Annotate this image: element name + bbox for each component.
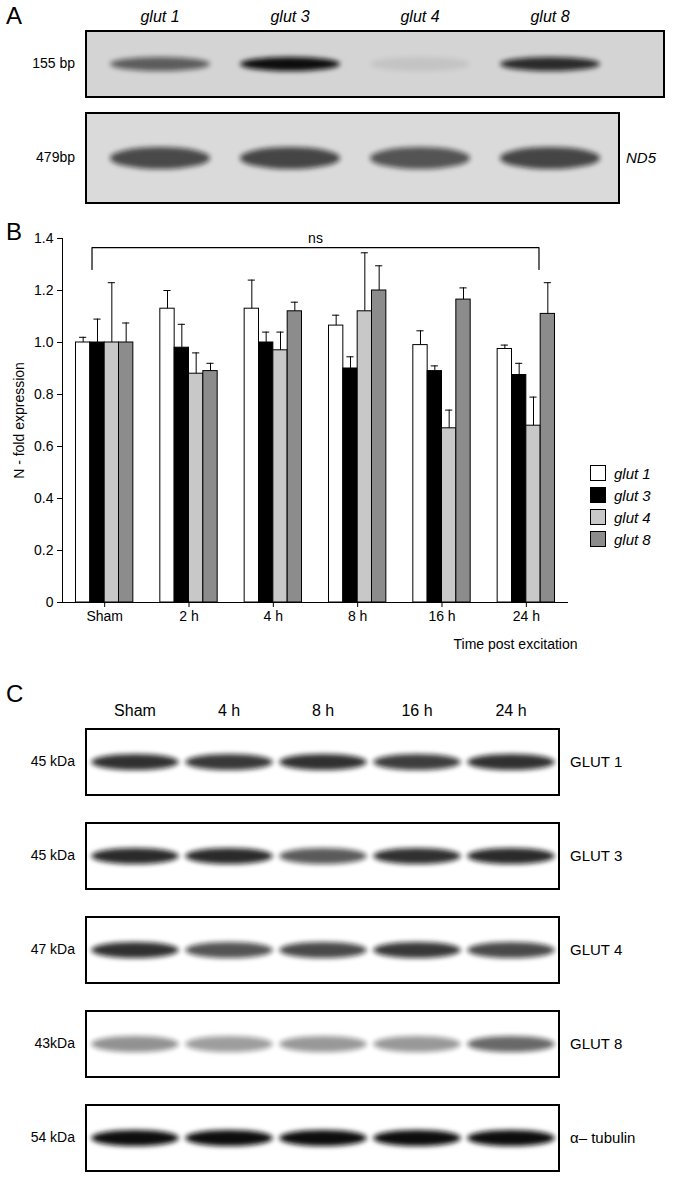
html-text:24 h: 24 h [495, 702, 527, 719]
html-text:4 h: 4 h [217, 702, 241, 719]
html-text:glut 4: glut 4 [400, 8, 440, 25]
html-text:glut 3: glut 3 [614, 486, 651, 504]
html-text:GLUT 1: GLUT 1 [570, 753, 623, 770]
svg-text:16 h: 16 h [428, 608, 455, 624]
html-text:GLUT 8: GLUT 8 [570, 1035, 623, 1052]
html-text:A: A [6, 2, 22, 29]
html-text:glut 3: glut 3 [270, 8, 310, 25]
html-text:glut 8: glut 8 [530, 8, 570, 25]
svg-text:1.2: 1.2 [34, 282, 54, 298]
svg-text:Time post excitation: Time post excitation [454, 636, 578, 652]
html-text:glut 8: glut 8 [614, 530, 651, 548]
html-text:α– tubulin: α– tubulin [570, 1129, 636, 1146]
html-text:479bp: 479bp [36, 149, 75, 165]
html-text:Sham: Sham [114, 702, 156, 719]
svg-text:0.6: 0.6 [34, 438, 54, 454]
svg-text:0: 0 [46, 594, 54, 610]
html-text:155 bp: 155 bp [32, 55, 75, 71]
svg-text:4 h: 4 h [264, 608, 283, 624]
svg-text:0.4: 0.4 [34, 490, 54, 506]
svg-text:0.8: 0.8 [34, 386, 54, 402]
svg-text:2 h: 2 h [179, 608, 198, 624]
svg-text:24 h: 24 h [513, 608, 540, 624]
html-text:glut 1: glut 1 [140, 8, 180, 25]
svg-text:1.0: 1.0 [34, 334, 54, 350]
html-text:16 h: 16 h [401, 702, 433, 719]
svg-text:ns: ns [308, 230, 323, 246]
html-text:GLUT 3: GLUT 3 [570, 847, 623, 864]
html-text:B: B [6, 218, 22, 245]
html-text:8 h: 8 h [311, 702, 335, 719]
html-text:54 kDa: 54 kDa [30, 1129, 75, 1145]
html-text:45 kDa: 45 kDa [30, 847, 75, 863]
html-text:ND5: ND5 [626, 149, 656, 166]
html-text:glut 1: glut 1 [614, 464, 651, 482]
html-text:45 kDa: 45 kDa [30, 753, 75, 769]
svg-text:1.4: 1.4 [34, 230, 54, 246]
svg-text:0.2: 0.2 [34, 542, 54, 558]
html-text:glut 4: glut 4 [614, 508, 651, 526]
svg-text:N - fold expression: N - fold expression [11, 362, 27, 479]
html-text:C: C [6, 680, 24, 707]
svg-text:8 h: 8 h [348, 608, 367, 624]
svg-text:Sham: Sham [86, 608, 123, 624]
html-text:GLUT 4: GLUT 4 [570, 941, 623, 958]
html-text:43kDa: 43kDa [34, 1035, 75, 1051]
html-text:47 kDa: 47 kDa [30, 941, 75, 957]
